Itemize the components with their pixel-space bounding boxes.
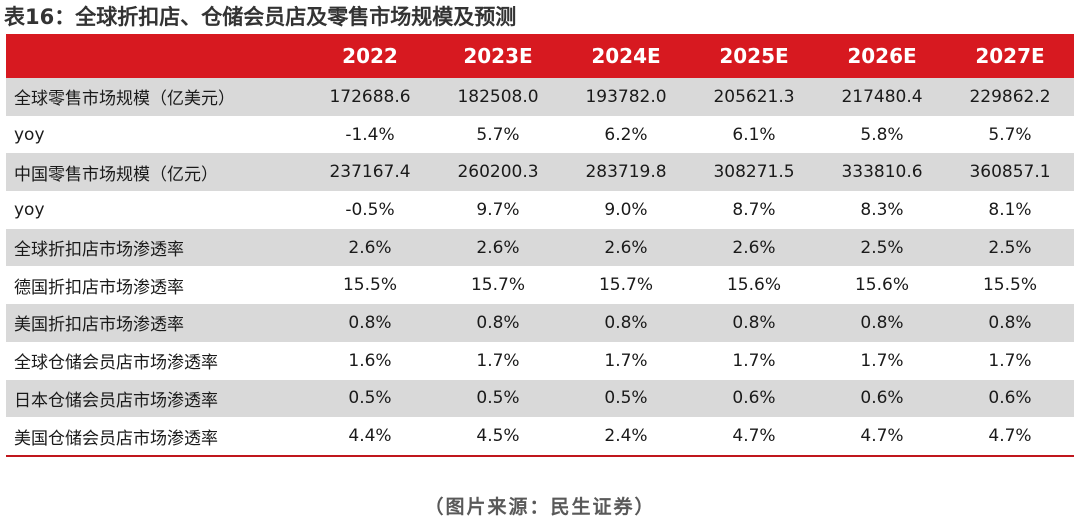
value-cell: 9.0%	[562, 191, 690, 229]
table-row: 全球折扣店市场渗透率 2.6% 2.6% 2.6% 2.6% 2.5% 2.5%	[6, 228, 1074, 267]
header-label-cell	[6, 34, 306, 78]
value-cell: 0.8%	[434, 304, 562, 342]
value-cell: 1.7%	[434, 341, 562, 380]
header-year-cell: 2026E	[818, 34, 946, 78]
value-cell: 8.3%	[818, 191, 946, 229]
row-label-cell: 全球折扣店市场渗透率	[6, 228, 306, 267]
value-cell: 0.6%	[946, 379, 1074, 418]
value-cell: 5.7%	[434, 115, 562, 154]
value-cell: 4.7%	[946, 417, 1074, 457]
value-cell: 15.7%	[434, 266, 562, 305]
row-label-cell: 日本仓储会员店市场渗透率	[6, 379, 306, 418]
row-label-cell: 中国零售市场规模（亿元）	[6, 153, 306, 192]
value-cell: 15.6%	[690, 266, 818, 305]
value-cell: 333810.6	[818, 153, 946, 192]
value-cell: 1.7%	[946, 341, 1074, 380]
value-cell: 15.7%	[562, 266, 690, 305]
value-cell: 2.6%	[690, 228, 818, 267]
value-cell: 15.6%	[818, 266, 946, 305]
data-table: 2022 2023E 2024E 2025E 2026E 2027E 全球零售市…	[6, 34, 1074, 457]
header-year-cell: 2024E	[562, 34, 690, 78]
source-note: （图片来源：民生证券）	[424, 496, 656, 518]
value-cell: 2.4%	[562, 417, 690, 457]
value-cell: 0.8%	[562, 304, 690, 342]
value-cell: 0.5%	[562, 379, 690, 418]
row-label-cell: 美国仓储会员店市场渗透率	[6, 417, 306, 457]
value-cell: 8.1%	[946, 191, 1074, 229]
value-cell: 1.7%	[562, 341, 690, 380]
row-label-cell: yoy	[6, 115, 306, 154]
value-cell: 2.6%	[306, 228, 434, 267]
value-cell: 0.5%	[306, 379, 434, 418]
value-cell: 0.8%	[306, 304, 434, 342]
header-year-cell: 2027E	[946, 34, 1074, 78]
value-cell: 15.5%	[946, 266, 1074, 305]
value-cell: 0.6%	[690, 379, 818, 418]
value-cell: -0.5%	[306, 191, 434, 229]
value-cell: 4.4%	[306, 417, 434, 457]
row-label-cell: 全球仓储会员店市场渗透率	[6, 341, 306, 380]
header-year-cell: 2022	[306, 34, 434, 78]
table-row: yoy -0.5% 9.7% 9.0% 8.7% 8.3% 8.1%	[6, 191, 1074, 229]
value-cell: 2.5%	[946, 228, 1074, 267]
table-row: 全球零售市场规模（亿美元） 172688.6 182508.0 193782.0 205…	[6, 78, 1074, 116]
value-cell: 9.7%	[434, 191, 562, 229]
value-cell: 308271.5	[690, 153, 818, 192]
value-cell: 4.7%	[690, 417, 818, 457]
row-label-cell: 全球零售市场规模（亿美元）	[6, 78, 306, 116]
value-cell: 0.8%	[690, 304, 818, 342]
value-cell: 193782.0	[562, 78, 690, 116]
value-cell: -1.4%	[306, 115, 434, 154]
header-year-cell: 2025E	[690, 34, 818, 78]
value-cell: 229862.2	[946, 78, 1074, 116]
value-cell: 4.5%	[434, 417, 562, 457]
value-cell: 205621.3	[690, 78, 818, 116]
table-body: 全球零售市场规模（亿美元） 172688.6 182508.0 193782.0 205…	[6, 78, 1074, 457]
value-cell: 5.7%	[946, 115, 1074, 154]
value-cell: 0.8%	[946, 304, 1074, 342]
value-cell: 1.7%	[818, 341, 946, 380]
value-cell: 237167.4	[306, 153, 434, 192]
value-cell: 182508.0	[434, 78, 562, 116]
table-row: 美国仓储会员店市场渗透率 4.4% 4.5% 2.4% 4.7% 4.7% 4.7%	[6, 417, 1074, 457]
value-cell: 6.1%	[690, 115, 818, 154]
value-cell: 5.8%	[818, 115, 946, 154]
header-row: 2022 2023E 2024E 2025E 2026E 2027E	[6, 34, 1074, 78]
table-title: 表16：全球折扣店、仓储会员店及零售市场规模及预测	[4, 5, 517, 29]
value-cell: 4.7%	[818, 417, 946, 457]
row-label-cell: 美国折扣店市场渗透率	[6, 304, 306, 342]
table-row: 全球仓储会员店市场渗透率 1.6% 1.7% 1.7% 1.7% 1.7% 1.7%	[6, 341, 1074, 380]
value-cell: 0.6%	[818, 379, 946, 418]
table-row: 中国零售市场规模（亿元） 237167.4 260200.3 283719.8 3082…	[6, 153, 1074, 192]
value-cell: 360857.1	[946, 153, 1074, 192]
value-cell: 15.5%	[306, 266, 434, 305]
value-cell: 0.5%	[434, 379, 562, 418]
row-label-cell: yoy	[6, 191, 306, 229]
value-cell: 2.6%	[562, 228, 690, 267]
table-row: 日本仓储会员店市场渗透率 0.5% 0.5% 0.5% 0.6% 0.6% 0.6%	[6, 379, 1074, 418]
value-cell: 217480.4	[818, 78, 946, 116]
table-header: 2022 2023E 2024E 2025E 2026E 2027E	[6, 34, 1074, 78]
table-row: 美国折扣店市场渗透率 0.8% 0.8% 0.8% 0.8% 0.8% 0.8%	[6, 304, 1074, 342]
table-row: 德国折扣店市场渗透率 15.5% 15.7% 15.7% 15.6% 15.6% 15.5%	[6, 266, 1074, 305]
value-cell: 1.6%	[306, 341, 434, 380]
value-cell: 1.7%	[690, 341, 818, 380]
value-cell: 2.5%	[818, 228, 946, 267]
value-cell: 0.8%	[818, 304, 946, 342]
header-year-cell: 2023E	[434, 34, 562, 78]
value-cell: 8.7%	[690, 191, 818, 229]
value-cell: 260200.3	[434, 153, 562, 192]
value-cell: 172688.6	[306, 78, 434, 116]
value-cell: 2.6%	[434, 228, 562, 267]
value-cell: 283719.8	[562, 153, 690, 192]
value-cell: 6.2%	[562, 115, 690, 154]
row-label-cell: 德国折扣店市场渗透率	[6, 266, 306, 305]
table-row: yoy -1.4% 5.7% 6.2% 6.1% 5.8% 5.7%	[6, 115, 1074, 154]
